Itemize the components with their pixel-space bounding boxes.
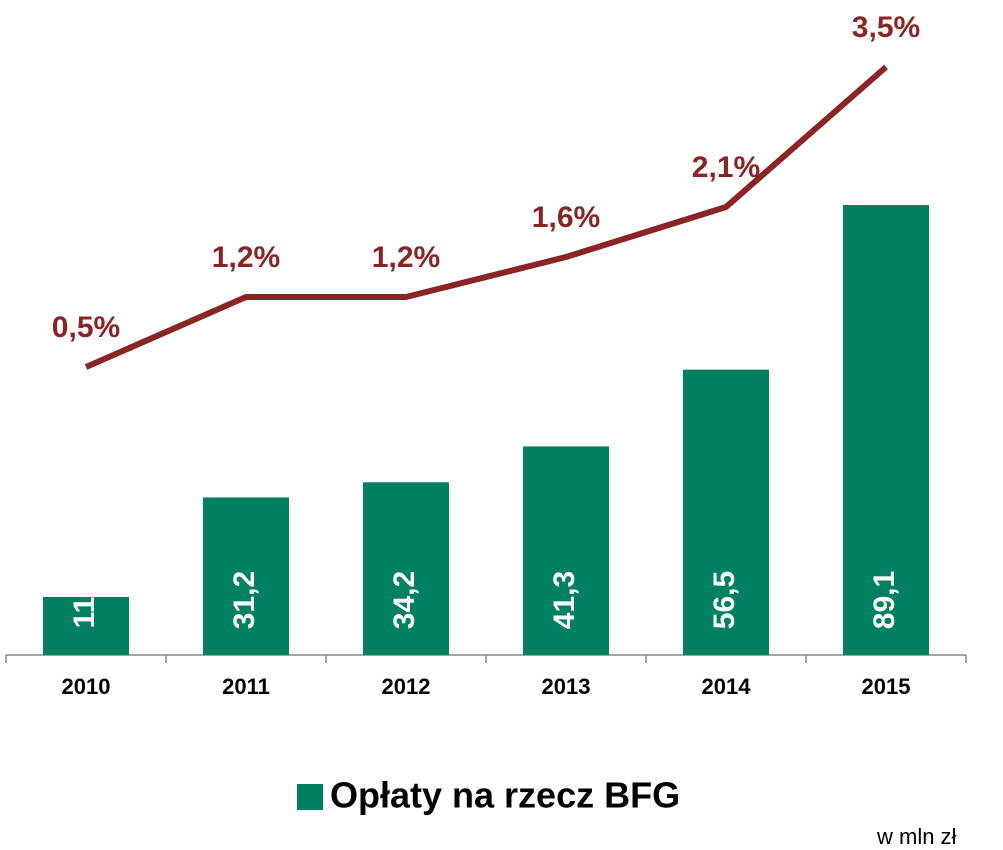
bar [843,205,929,655]
line-value-label: 3,5% [852,11,920,44]
line-value-label: 1,2% [372,241,440,274]
bar-value-label: 11,5 [68,572,101,629]
x-tick-label: 2010 [62,674,111,699]
bar-value-label: 56,5 [708,571,741,629]
x-tick-label: 2012 [382,674,431,699]
line-value-label: 1,2% [212,241,280,274]
x-tick-label: 2015 [862,674,911,699]
bar-value-label: 34,2 [388,571,421,629]
bar [203,497,289,655]
bar [523,446,609,655]
bar-value-label: 41,3 [548,571,581,629]
line-value-label: 2,1% [692,151,760,184]
bar [363,482,449,655]
x-tick-label: 2011 [222,674,270,699]
unit-note: w mln zł [876,824,957,849]
line-value-label: 0,5% [52,311,120,344]
line-value-label: 1,6% [532,201,600,234]
x-tick-label: 2013 [542,674,591,699]
bar [683,369,769,655]
line [84,64,888,370]
bar [43,596,129,655]
bar-value-label: 89,1 [868,571,901,629]
bar-value-label: 31,2 [228,571,261,629]
legend-label: Opłaty na rzecz BFG [330,775,680,816]
x-tick-label: 2014 [702,674,752,699]
legend-swatch [297,784,323,810]
